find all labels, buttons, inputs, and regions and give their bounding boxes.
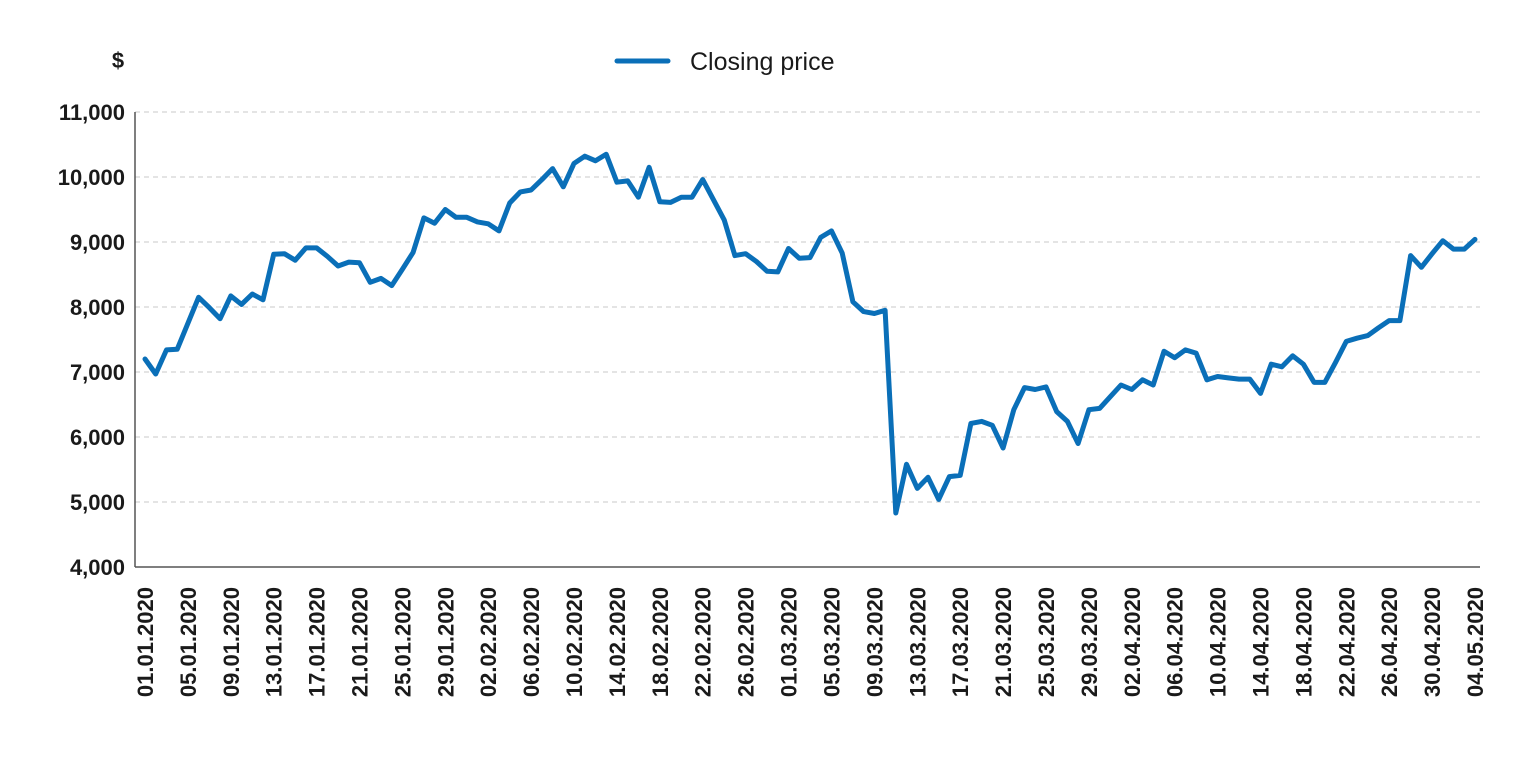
x-tick-label: 26.02.2020 [734, 587, 759, 697]
x-tick-label: 22.02.2020 [691, 587, 716, 697]
y-tick-label: 7,000 [70, 360, 125, 385]
y-axis-unit: $ [112, 48, 124, 73]
y-tick-label: 6,000 [70, 425, 125, 450]
y-tick-label: 8,000 [70, 295, 125, 320]
legend: Closing price [614, 48, 835, 76]
y-tick-label: 5,000 [70, 490, 125, 515]
x-tick-label: 04.05.2020 [1463, 587, 1488, 697]
x-tick-label: 02.04.2020 [1120, 587, 1145, 697]
x-tick-label: 01.01.2020 [133, 587, 158, 697]
x-tick-label: 13.03.2020 [905, 587, 930, 697]
x-tick-label: 14.02.2020 [605, 587, 630, 697]
x-tick-label: 30.04.2020 [1420, 587, 1445, 697]
x-tick-label: 22.04.2020 [1334, 587, 1359, 697]
y-tick-label: 9,000 [70, 230, 125, 255]
x-tick-label: 25.01.2020 [390, 587, 415, 697]
y-tick-label: 11,000 [59, 100, 125, 125]
axes [134, 112, 1480, 568]
x-tick-label: 05.03.2020 [819, 587, 844, 697]
gridlines [135, 111, 1480, 503]
x-tick-label: 10.04.2020 [1206, 587, 1231, 697]
x-tick-label: 18.04.2020 [1291, 587, 1316, 697]
x-tick-label: 18.02.2020 [648, 587, 673, 697]
x-tick-label: 06.04.2020 [1163, 587, 1188, 697]
x-tick-label: 13.01.2020 [262, 587, 287, 697]
series-line-closing-price [142, 151, 1478, 516]
x-tick-label: 01.03.2020 [777, 587, 802, 697]
y-tick-label: 10,000 [58, 165, 125, 190]
x-tick-label: 26.04.2020 [1377, 587, 1402, 697]
y-tick-labels: 4,000 5,000 6,000 7,000 8,000 9,000 10,000 11,0… [58, 100, 125, 580]
x-tick-label: 25.03.2020 [1034, 587, 1059, 697]
x-tick-label: 05.01.2020 [176, 587, 201, 697]
x-tick-label: 17.03.2020 [948, 587, 973, 697]
y-tick-label: 4,000 [70, 555, 125, 580]
x-tick-label: 14.04.2020 [1248, 587, 1273, 697]
x-tick-label: 29.01.2020 [433, 587, 458, 697]
x-tick-label: 09.01.2020 [219, 587, 244, 697]
x-tick-label: 02.02.2020 [476, 587, 501, 697]
legend-label: Closing price [690, 48, 835, 76]
x-tick-label: 09.03.2020 [862, 587, 887, 697]
series-layer [142, 151, 1478, 516]
x-tick-label: 06.02.2020 [519, 587, 544, 697]
x-tick-label: 17.01.2020 [305, 587, 330, 697]
x-tick-label: 21.01.2020 [348, 587, 373, 697]
x-tick-label: 21.03.2020 [991, 587, 1016, 697]
x-tick-label: 29.03.2020 [1077, 587, 1102, 697]
x-tick-labels: 01.01.2020 05.01.2020 09.01.2020 13.01.2020… [133, 587, 1488, 697]
x-tick-label: 10.02.2020 [562, 587, 587, 697]
